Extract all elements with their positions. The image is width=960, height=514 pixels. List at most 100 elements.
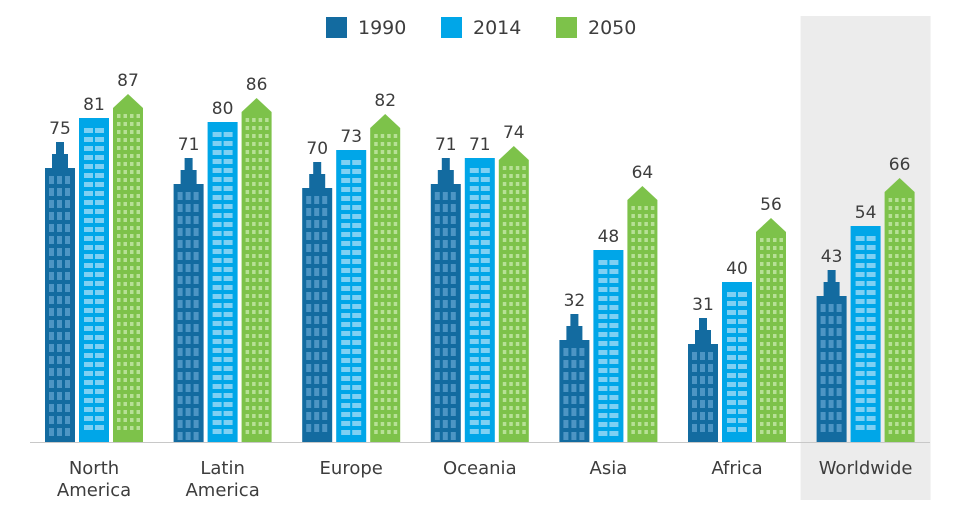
bar-window xyxy=(252,366,256,370)
bar-window xyxy=(193,384,199,392)
bar-window xyxy=(760,398,764,402)
bar-window xyxy=(252,222,256,226)
bar-window xyxy=(895,398,899,402)
bar-window xyxy=(258,238,263,242)
bar-window xyxy=(650,430,655,434)
bar-window xyxy=(49,224,54,232)
bar-window xyxy=(84,209,93,214)
bar-window xyxy=(515,254,520,258)
bar-window xyxy=(95,389,104,394)
bar-window xyxy=(631,422,635,426)
bar-window xyxy=(352,241,362,246)
bar-window xyxy=(631,262,635,266)
bar-window xyxy=(117,210,121,214)
bar-window xyxy=(380,334,385,338)
bar-window xyxy=(480,276,490,281)
bar-window xyxy=(352,385,362,390)
bar-window xyxy=(480,375,490,380)
bar-window xyxy=(480,330,490,335)
bar-window xyxy=(95,146,104,151)
bar-window xyxy=(245,206,250,210)
bar-europe-2050-roof xyxy=(370,114,401,128)
bar-window xyxy=(322,352,328,360)
bar-window xyxy=(265,374,269,378)
bar-window xyxy=(136,354,140,358)
bar-window xyxy=(65,272,70,280)
bar-window xyxy=(265,414,269,418)
bar-window xyxy=(866,245,876,250)
bar-window xyxy=(258,126,263,130)
bar-window xyxy=(387,182,391,186)
bar-window xyxy=(314,196,320,204)
bar-window xyxy=(901,302,906,306)
bar-window xyxy=(117,314,121,318)
legend-swatch-1990 xyxy=(326,17,347,38)
bar-window xyxy=(95,137,104,142)
bar-window xyxy=(502,238,507,242)
bar-window xyxy=(123,378,127,382)
bar-window xyxy=(393,278,398,282)
bar-window xyxy=(450,216,456,224)
bar-window xyxy=(866,290,876,295)
bar-window xyxy=(380,318,385,322)
bar-window xyxy=(901,318,906,322)
bar-window xyxy=(650,414,655,418)
bar-window xyxy=(95,380,104,385)
bar-window xyxy=(828,424,834,432)
bar-window xyxy=(598,296,608,301)
bar-window xyxy=(65,392,70,400)
bar-window xyxy=(322,280,328,288)
bar-window xyxy=(223,393,233,398)
bar-window xyxy=(84,227,93,232)
bar-window xyxy=(387,142,391,146)
bar-window xyxy=(265,406,269,410)
bar-window xyxy=(908,262,912,266)
bar-window xyxy=(760,310,764,314)
bar-window xyxy=(123,258,127,262)
bar-window xyxy=(193,264,199,272)
bar-window xyxy=(57,320,62,328)
bar-window xyxy=(193,432,199,440)
bar-window xyxy=(84,326,93,331)
bar-window xyxy=(185,264,191,272)
bar-window xyxy=(509,398,513,402)
bar-window xyxy=(637,278,642,282)
bar-window xyxy=(469,312,479,317)
bar-window xyxy=(314,280,320,288)
bar-window xyxy=(352,187,362,192)
bar-window xyxy=(117,146,121,150)
bar-window xyxy=(322,220,328,228)
bar-window xyxy=(866,389,876,394)
bar-window xyxy=(322,376,328,384)
bar-window xyxy=(502,390,507,394)
bar-window xyxy=(393,142,398,146)
bar-window xyxy=(650,294,655,298)
bar-window xyxy=(779,278,783,282)
bar-window xyxy=(387,198,391,202)
bar-window xyxy=(306,424,312,432)
bar-window xyxy=(258,350,263,354)
bar-window xyxy=(57,236,62,244)
bar-window xyxy=(888,214,893,218)
bar-window xyxy=(509,358,513,362)
bar-window xyxy=(185,192,191,200)
bar-window xyxy=(855,317,865,322)
bar-window xyxy=(185,360,191,368)
bar-window xyxy=(57,404,62,412)
bar-window xyxy=(252,262,256,266)
bar-window xyxy=(84,191,93,196)
bar-window xyxy=(136,290,140,294)
bar-window xyxy=(480,285,490,290)
bar-window xyxy=(252,318,256,322)
bar-asia-2050 xyxy=(627,186,658,442)
bar-window xyxy=(901,238,906,242)
bar-window xyxy=(374,374,378,378)
bar-window xyxy=(123,290,127,294)
bar-window xyxy=(631,350,635,354)
bar-window xyxy=(901,406,906,410)
bar-window xyxy=(374,414,378,418)
bar-window xyxy=(252,182,256,186)
bar-window xyxy=(522,230,526,234)
bar-window xyxy=(522,374,526,378)
bar-window xyxy=(136,138,140,142)
